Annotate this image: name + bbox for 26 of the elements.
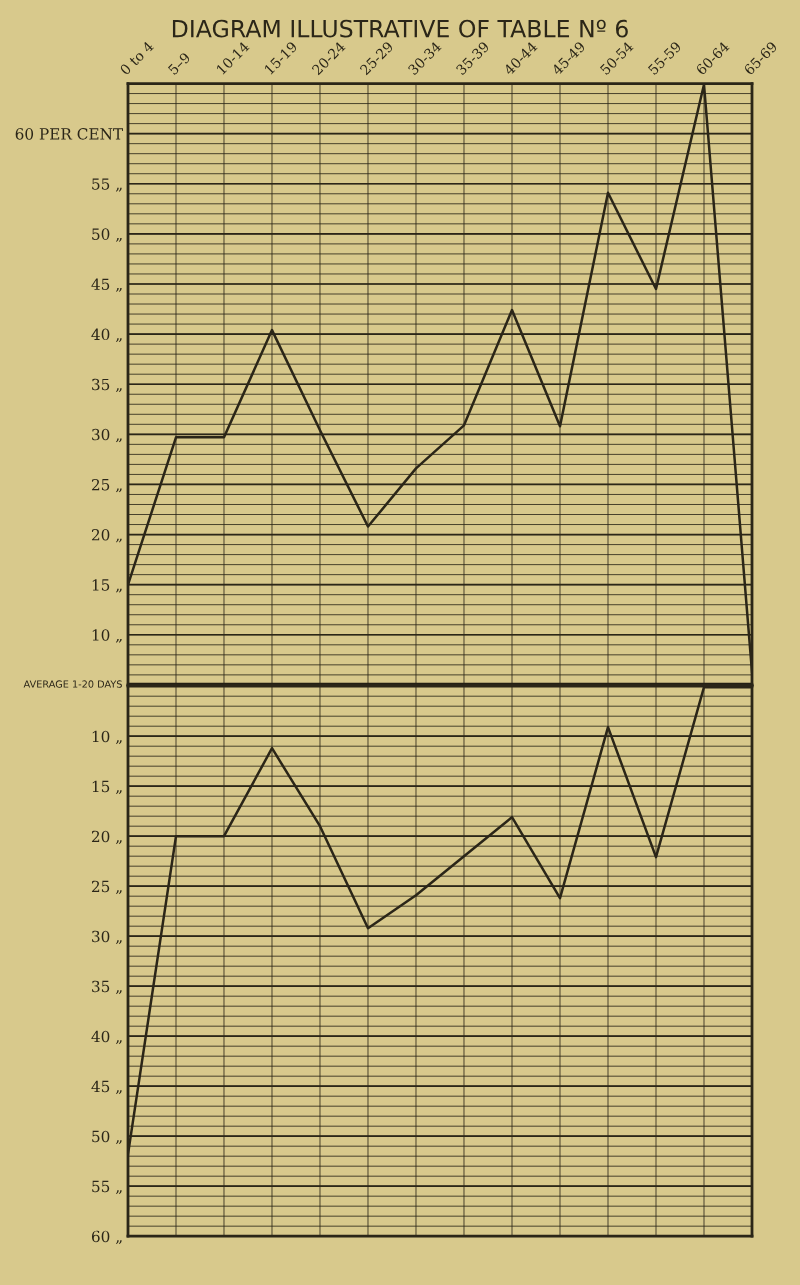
y-tick-label: 45 „ bbox=[91, 1080, 122, 1095]
y-tick-label: 20 „ bbox=[91, 830, 122, 845]
y-tick-label: 60 PER CENT bbox=[15, 128, 123, 140]
y-tick-label: 40 „ bbox=[91, 328, 122, 342]
y-tick-label: 10 „ bbox=[92, 629, 122, 643]
y-tick-label: 40 „ bbox=[91, 1030, 122, 1045]
x-tick-label: 5–9 bbox=[167, 51, 191, 76]
y-tick-label: 25 „ bbox=[91, 478, 122, 493]
x-tick-label: 0 to 4 bbox=[119, 40, 155, 76]
y-tick-label: 15 „ bbox=[92, 780, 122, 795]
y-tick-label: 30 „ bbox=[92, 428, 122, 443]
y-tick-label: 55 „ bbox=[92, 1180, 122, 1195]
chart-title: DIAGRAM ILLUSTRATIVE OF TABLE Nº 6 bbox=[172, 19, 628, 38]
ref-line-label: AVERAGE 1-20 DAYS bbox=[23, 680, 122, 688]
y-tick-label: 45 „ bbox=[91, 278, 122, 292]
y-tick-label: 20 „ bbox=[91, 529, 122, 543]
y-tick-label: 25 „ bbox=[91, 880, 122, 895]
y-tick-label: 60 „ bbox=[91, 1230, 122, 1245]
y-tick-label: 35 „ bbox=[92, 980, 122, 995]
y-tick-label: 30 „ bbox=[92, 930, 122, 945]
y-tick-label: 10 „ bbox=[92, 730, 122, 745]
y-tick-label: 50 „ bbox=[92, 228, 122, 242]
y-tick-label: 55 „ bbox=[92, 178, 122, 192]
y-tick-label: 50 „ bbox=[92, 1130, 122, 1145]
y-tick-label: 35 „ bbox=[92, 378, 122, 393]
y-tick-label: 15 „ bbox=[92, 579, 122, 593]
